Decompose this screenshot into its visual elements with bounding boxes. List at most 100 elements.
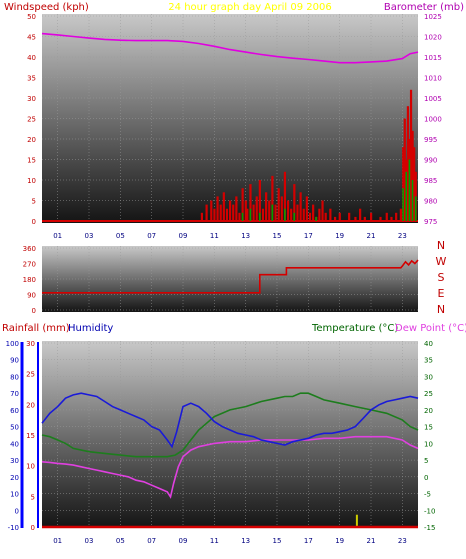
temperature-tick: 30: [424, 373, 433, 381]
windspeed-bar: [348, 212, 351, 221]
barometer-tick: 995: [424, 136, 437, 144]
humidity-tick: 30: [10, 457, 19, 465]
windspeed-tick: 30: [27, 95, 36, 103]
rainfall-tick: 0: [31, 524, 35, 532]
windspeed-bar: [286, 200, 290, 221]
windspeed-tick: 5: [32, 198, 36, 206]
windspeed-bar: [271, 175, 274, 221]
windspeed-bar: [238, 212, 241, 221]
windspeed-axis-label: Windspeed (kph): [4, 2, 89, 13]
windspeed-bar: [252, 204, 255, 221]
windspeed-bar: [280, 196, 283, 221]
x-tick-label: 03: [85, 537, 94, 545]
wind-direction-tick: 90: [27, 292, 36, 300]
gust-bar: [405, 171, 408, 221]
windspeed-bar: [406, 106, 410, 221]
windspeed-bar: [413, 147, 416, 221]
rainfall-tick: 5: [31, 493, 35, 501]
gust-bar: [293, 212, 296, 221]
barometer-tick: 1005: [424, 95, 442, 103]
humidity-tick: 20: [10, 474, 19, 482]
x-tick-label: 19: [335, 537, 344, 545]
windspeed-tick: 50: [27, 13, 36, 21]
x-tick-label: 07: [147, 537, 156, 545]
wind-baro-x-ticks: 01 03 05 07 09 11 13 15 17 19 21 23: [53, 232, 407, 240]
temperature-axis-label: Temperature (°C): [311, 323, 398, 334]
wind-baro-plot-area: [42, 14, 418, 223]
windspeed-bar: [222, 192, 225, 221]
windspeed-bar: [265, 192, 268, 221]
windspeed-bar: [305, 196, 308, 221]
windspeed-bar: [216, 196, 219, 221]
windspeed-bar: [258, 180, 261, 221]
windspeed-bar: [261, 208, 265, 221]
humidity-tick: 40: [10, 440, 19, 448]
windspeed-bar: [246, 208, 249, 221]
windspeed-bar: [244, 200, 247, 221]
barometer-tick: 1015: [424, 54, 442, 62]
rainfall-tick: 10: [26, 463, 35, 471]
humidity-tick: 90: [10, 357, 19, 365]
windspeed-bar: [411, 130, 414, 221]
x-tick-label: 15: [273, 537, 282, 545]
windspeed-bar: [302, 208, 305, 221]
temperature-tick: 20: [424, 407, 433, 415]
temperature-tick: 35: [424, 357, 433, 365]
windspeed-bar: [333, 216, 337, 221]
windspeed-bar: [324, 212, 327, 221]
x-tick-label: 13: [241, 537, 250, 545]
x-tick-label: 05: [116, 232, 125, 240]
temperature-tick: 25: [424, 390, 433, 398]
compass-label: N: [437, 239, 445, 252]
x-tick-label: 09: [179, 537, 188, 545]
gust-bar: [402, 188, 404, 221]
temperature-tick: -15: [424, 524, 435, 532]
humidity-axis-ticks: -10 0 10 20 30 40 50 60 70 80 90 100: [6, 340, 19, 532]
x-tick-label: 07: [147, 232, 156, 240]
windspeed-bar: [399, 208, 402, 221]
wind-direction-axis-ticks: 0 90 180 270 360: [23, 245, 36, 315]
windspeed-bar: [290, 208, 293, 221]
windspeed-tick: 25: [27, 116, 36, 124]
windspeed-bar: [318, 208, 321, 221]
windspeed-tick: 0: [32, 218, 36, 226]
gust-bars: [241, 159, 417, 221]
wind-direction-tick: 270: [23, 261, 36, 269]
windspeed-bar: [229, 200, 232, 221]
humidity-line: [41, 392, 419, 449]
humidity-tick: -10: [8, 524, 19, 532]
wind-direction-plot-area: [42, 246, 418, 312]
rainfall-axis-label: Rainfall (mm): [2, 323, 70, 334]
barometer-tick: 980: [424, 198, 437, 206]
windspeed-bar: [296, 204, 299, 221]
barometer-axis-ticks: 975 980 985 990 995 1000 1005 1010 1015 1020 1025: [424, 13, 442, 226]
humidity-tick: 10: [10, 491, 19, 499]
graph-title: 24 hour graph day April 09 2006: [168, 2, 331, 13]
temp-humidity-x-ticks: 01 03 05 07 09 11 13 15 17 19 21 23: [53, 537, 407, 545]
rainfall-bar: [355, 514, 358, 527]
x-tick-label: 05: [116, 537, 125, 545]
temperature-tick: 10: [424, 440, 433, 448]
rainfall-tick: 15: [26, 432, 35, 440]
rainfall-tick: 25: [26, 371, 35, 379]
windspeed-tick: 20: [27, 136, 36, 144]
temperature-tick: 40: [424, 340, 433, 348]
x-tick-label: 11: [210, 537, 219, 545]
windspeed-bar: [338, 212, 341, 221]
wind-direction-tick: 180: [23, 276, 36, 284]
wind-direction-grid: [42, 246, 418, 312]
windspeed-bar: [363, 216, 366, 221]
humidity-tick: 50: [10, 424, 19, 432]
windspeed-bar: [225, 208, 229, 221]
barometer-tick: 985: [424, 177, 437, 185]
windspeed-bar: [409, 89, 413, 221]
windspeed-bar: [385, 212, 388, 221]
gust-bar: [411, 180, 414, 221]
windspeed-bars: [200, 89, 417, 221]
windspeed-bar: [354, 216, 357, 221]
humidity-axis-label: Humidity: [68, 323, 113, 334]
gust-bar: [241, 212, 244, 221]
wind-direction-tick: 0: [32, 307, 36, 315]
